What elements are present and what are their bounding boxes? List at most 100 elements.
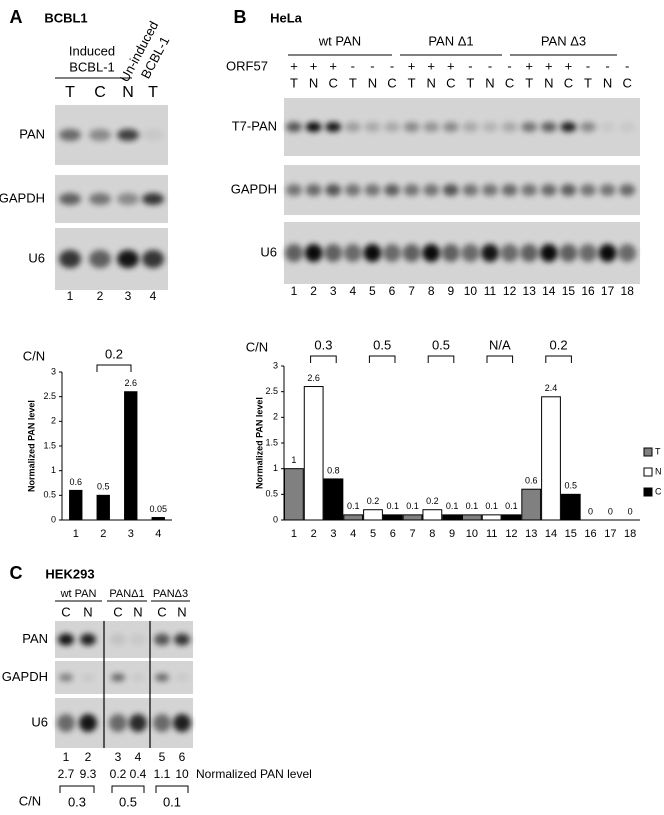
value-label: 2.4: [545, 383, 558, 393]
bracket: [155, 785, 189, 793]
panel-letter: A: [10, 7, 23, 27]
lane-number: 18: [621, 284, 635, 298]
band: [175, 673, 189, 682]
bracket: [59, 785, 95, 793]
x-tick-label: 12: [505, 528, 517, 540]
lane-number: 12: [503, 284, 517, 298]
band: [540, 184, 557, 196]
lane-label: T: [408, 75, 416, 90]
band: [343, 244, 362, 262]
band: [80, 633, 96, 646]
orf-sign: +: [329, 58, 337, 73]
blot-label: PAN: [22, 631, 48, 646]
band: [384, 122, 400, 132]
lane-label: C: [623, 75, 632, 90]
lane-label: N: [603, 75, 612, 90]
band: [130, 633, 146, 646]
band: [580, 184, 596, 196]
lane-label: C: [113, 604, 122, 619]
bar: [501, 514, 522, 521]
ratio: 0.2: [105, 346, 123, 361]
value-label: 0.1: [505, 501, 518, 511]
bar: [283, 468, 304, 521]
band: [482, 184, 498, 196]
lane-number: 14: [542, 284, 556, 298]
lane-number: 15: [562, 284, 576, 298]
band: [559, 244, 578, 262]
orf-sign: +: [408, 58, 416, 73]
orf-sign: -: [488, 58, 492, 73]
group-label: PAN Δ3: [541, 33, 586, 48]
ratio: 0.3: [68, 794, 86, 809]
lane-label: C: [387, 75, 396, 90]
band: [501, 122, 518, 132]
x-tick-label: 4: [155, 528, 161, 540]
band: [520, 244, 539, 262]
value-label: 0.1: [466, 501, 479, 511]
lane-label: C: [61, 604, 70, 619]
lane-label: C: [446, 75, 455, 90]
group-label: wt PAN: [60, 588, 97, 600]
ratio: 0.5: [373, 337, 391, 352]
bar: [422, 509, 443, 521]
band: [59, 673, 73, 682]
band: [142, 129, 164, 141]
band: [154, 633, 170, 646]
band: [173, 714, 191, 732]
y-tick-label: 1.5: [43, 440, 56, 450]
bracket: [310, 355, 337, 363]
orf-sign: +: [525, 58, 533, 73]
bar: [442, 514, 463, 521]
value-label: 2.6: [124, 378, 137, 388]
ratio: 0.3: [314, 337, 332, 352]
x-tick-label: 15: [565, 528, 577, 540]
lane-label: T: [65, 84, 75, 101]
x-tick-label: 7: [409, 528, 415, 540]
bar: [323, 478, 344, 521]
y-tick-label: 2.5: [43, 391, 56, 401]
lane-label: N: [83, 604, 92, 619]
x-tick-label: 10: [466, 528, 478, 540]
x-tick-label: 16: [584, 528, 596, 540]
band: [89, 193, 111, 205]
bracket: [96, 364, 132, 372]
group-label: Induced: [69, 43, 115, 58]
band: [618, 244, 637, 262]
value-label: 0.05: [149, 504, 167, 514]
y-tick-label: 3: [273, 360, 278, 370]
ratio-label: C/N: [23, 348, 45, 363]
group-label: PANΔ3: [153, 588, 188, 600]
normalized-level: 2.7: [58, 767, 75, 781]
ratio-label: C/N: [246, 339, 268, 354]
y-tick-label: 0.5: [43, 490, 56, 500]
panel-letter: C: [10, 563, 23, 583]
lane-label: C: [157, 604, 166, 619]
band: [619, 122, 636, 132]
bracket: [111, 785, 145, 793]
band: [462, 122, 479, 132]
band: [344, 122, 361, 132]
band: [442, 122, 459, 132]
blot-label: GAPDH: [0, 190, 45, 205]
ratio: N/A: [489, 337, 511, 352]
band: [423, 184, 440, 196]
bar: [343, 514, 364, 521]
ratio: 0.5: [119, 794, 137, 809]
normalized-level: 1.1: [154, 767, 171, 781]
cell-line: HEK293: [45, 566, 94, 581]
x-tick-label: 3: [128, 528, 134, 540]
ratio: 0.1: [163, 794, 181, 809]
lane-label: N: [544, 75, 553, 90]
band: [286, 122, 302, 132]
band: [383, 244, 401, 262]
orf-sign: -: [586, 58, 590, 73]
band: [599, 122, 616, 132]
band: [81, 673, 95, 682]
lane-number: 2: [97, 289, 104, 303]
lane-number: 4: [150, 289, 157, 303]
band: [579, 244, 597, 262]
orf-sign: -: [370, 58, 374, 73]
orf-sign: +: [310, 58, 318, 73]
value-label: 0.5: [565, 481, 578, 491]
